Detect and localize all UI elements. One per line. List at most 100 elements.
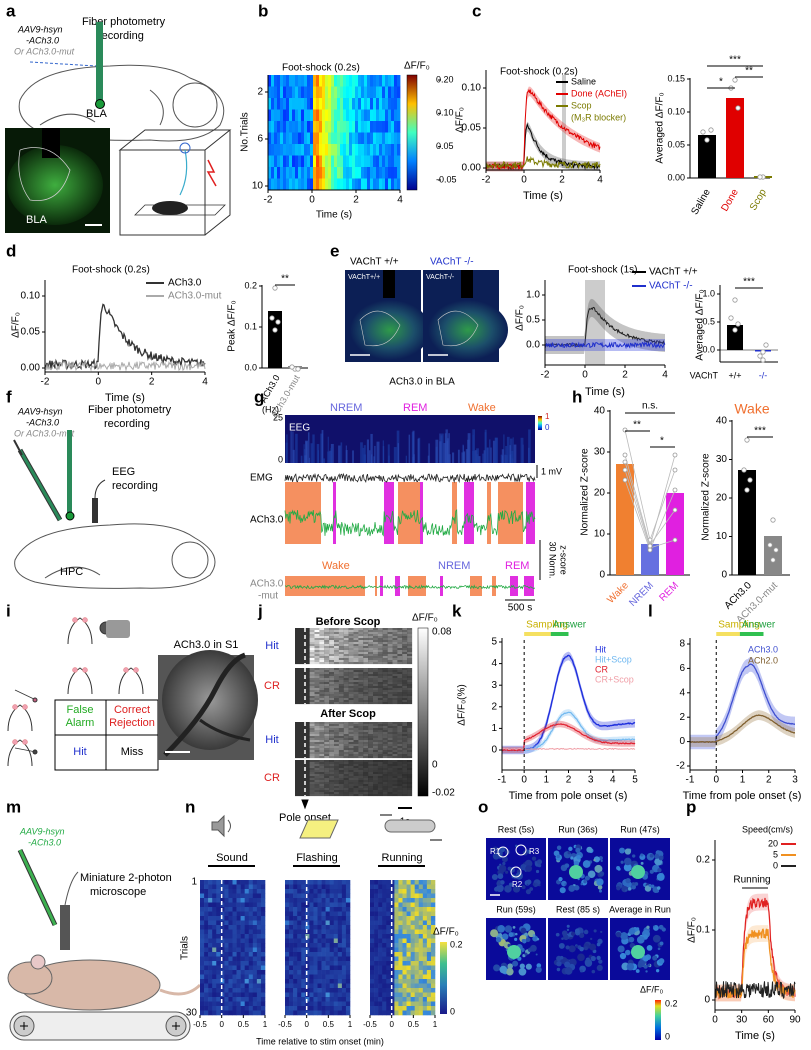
heatmap-cell <box>377 722 383 725</box>
spectrogram-cell <box>463 451 466 463</box>
heatmap-cell <box>316 109 320 122</box>
heatmap-cell <box>398 911 403 917</box>
heatmap-cell <box>224 952 229 957</box>
heatmap-cell <box>392 790 398 793</box>
heatmap-cell <box>348 646 354 649</box>
heatmap-cell <box>295 752 300 755</box>
heatmap-cell <box>285 880 290 885</box>
heatmap-cell <box>314 644 320 647</box>
label: Wake <box>734 401 769 417</box>
heatmap-cell <box>329 680 335 683</box>
heatmap-cell <box>289 929 294 935</box>
shape <box>179 149 188 196</box>
heatmap-cell <box>216 965 221 971</box>
heatmap-cell <box>204 907 209 912</box>
spectrogram-cell <box>405 455 408 463</box>
heatmap-cell <box>324 650 330 653</box>
heatmap-cell <box>232 1010 237 1016</box>
heatmap-cell <box>329 672 335 675</box>
heatmap-cell <box>402 988 407 993</box>
heatmap-cell <box>216 898 221 903</box>
heatmap-cell <box>329 780 335 783</box>
heatmap-cell <box>220 902 225 908</box>
image-speck <box>631 882 636 886</box>
heatmap-cell <box>343 726 349 729</box>
heatmap-cell <box>252 889 258 894</box>
heatmap-cell <box>248 902 254 908</box>
heatmap-cell <box>331 109 335 122</box>
heatmap-cell <box>313 902 318 908</box>
x-tick-label: 0 <box>389 1020 394 1029</box>
heatmap-cell <box>297 965 302 971</box>
heatmap-cell <box>398 907 403 912</box>
heatmap-cell <box>407 688 413 691</box>
heatmap-cell <box>208 889 213 894</box>
spectrogram-cell <box>382 440 384 463</box>
heatmap-cell <box>353 702 359 705</box>
heatmap-cell <box>295 700 300 703</box>
heatmap-cell <box>295 98 299 110</box>
heatmap-cell <box>426 902 432 908</box>
heatmap-cell <box>285 952 290 957</box>
heatmap-cell <box>322 121 326 133</box>
heatmap-cell <box>317 1006 322 1011</box>
image-speck <box>575 945 578 948</box>
heatmap-cell <box>343 676 349 679</box>
heatmap-cell <box>329 752 335 755</box>
heatmap-cell <box>390 934 395 939</box>
heatmap-cell <box>407 660 413 663</box>
heatmap-cell <box>348 686 354 689</box>
x-tick-label: 2 <box>559 175 565 186</box>
heatmap-cell <box>378 898 383 903</box>
heatmap-cell <box>297 956 302 962</box>
heatmap-cell <box>402 916 407 921</box>
heatmap-cell <box>377 746 383 749</box>
heatmap-cell <box>345 988 351 993</box>
heatmap-cell <box>373 144 377 156</box>
heatmap-cell <box>204 974 209 980</box>
heatmap-cell <box>314 682 320 685</box>
spectrogram-cell <box>509 454 512 463</box>
heatmap-cell <box>370 929 375 935</box>
heatmap-cell <box>319 736 325 739</box>
heatmap-cell <box>388 86 392 99</box>
heatmap-cell <box>295 724 300 727</box>
heatmap-cell <box>368 738 374 741</box>
heatmap-cell <box>329 920 335 926</box>
heatmap-cell <box>373 132 377 145</box>
heatmap-cell <box>361 144 365 156</box>
heatmap-cell <box>343 638 349 641</box>
heatmap-cell <box>324 690 330 693</box>
heatmap-cell <box>252 916 258 921</box>
heatmap-cell <box>309 730 315 733</box>
heatmap-cell <box>378 947 383 953</box>
panel-letter: a <box>6 1 16 20</box>
heatmap-cell <box>228 961 233 966</box>
heatmap-cell <box>331 155 335 168</box>
heatmap-cell <box>418 1001 424 1007</box>
heatmap-cell <box>418 947 424 953</box>
heatmap-cell <box>338 774 344 777</box>
heatmap-cell <box>271 109 275 122</box>
heatmap-cell <box>392 726 398 729</box>
heatmap-cell <box>387 648 393 651</box>
label: Foot-shock (0.2s) <box>72 265 150 276</box>
heatmap-cell <box>387 662 393 665</box>
heatmap-cell <box>316 98 320 110</box>
heatmap-cell <box>331 144 335 156</box>
heatmap-cell <box>338 748 344 751</box>
heatmap-cell <box>208 961 213 966</box>
image-speck <box>580 882 584 886</box>
heatmap-cell <box>407 672 413 675</box>
heatmap-cell <box>289 934 294 939</box>
heatmap-cell <box>304 672 310 675</box>
heatmap-cell <box>228 929 233 935</box>
heatmap-cell <box>232 911 237 917</box>
label: Run (59s) <box>496 904 536 914</box>
heatmap-cell <box>292 75 296 87</box>
heatmap-cell <box>295 742 300 745</box>
heatmap-cell <box>321 893 326 899</box>
legend-entry: Done (AChEI) <box>571 88 627 98</box>
heatmap-cell <box>397 660 403 663</box>
heatmap-cell <box>280 167 284 179</box>
